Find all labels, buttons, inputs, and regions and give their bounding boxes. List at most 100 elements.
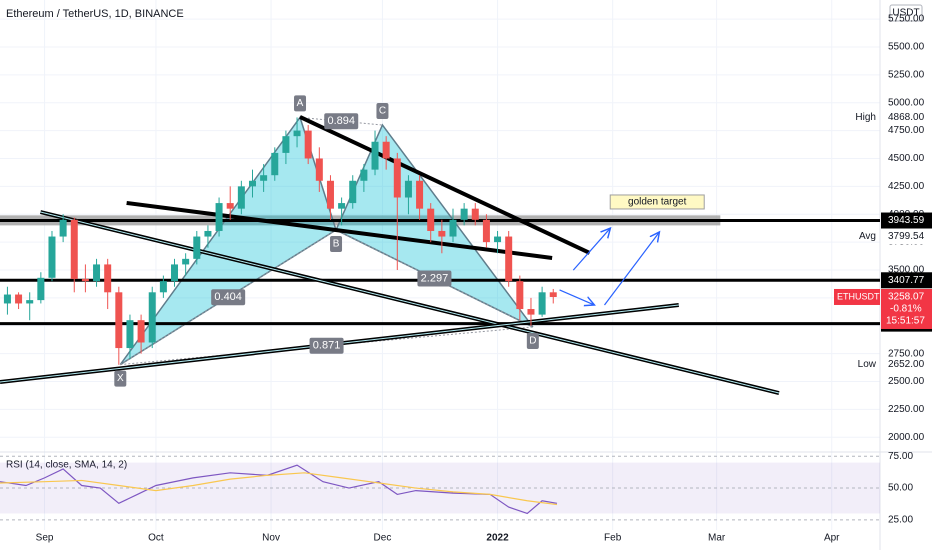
- rsi-line: [0, 472, 558, 506]
- candle-body: [48, 236, 56, 278]
- rsi-title: RSI (14, close, SMA, 14, 2): [6, 460, 127, 471]
- candle-body: [416, 180, 424, 209]
- last-change: -0.81%: [890, 304, 922, 315]
- candle-body: [471, 208, 479, 220]
- pattern-point-tag: [526, 332, 539, 349]
- x-tick-label: Apr: [824, 533, 840, 544]
- candle-body: [159, 281, 167, 293]
- pattern-point-tag: [376, 103, 389, 120]
- candle-body: [404, 180, 412, 198]
- candle-body: [382, 141, 390, 159]
- candle-body: [482, 219, 490, 243]
- y-tick-label: 2250.00: [888, 404, 925, 415]
- stat-name: Avg: [859, 231, 876, 242]
- unit-label: USDT: [892, 8, 919, 19]
- y-tick-label: 5750.00: [888, 14, 925, 25]
- y-tick-label: 2000.00: [888, 432, 925, 443]
- x-tick-label: Oct: [148, 533, 164, 544]
- candle-body: [538, 292, 546, 315]
- stat-name: High: [855, 112, 876, 123]
- ratio-label: 0.404: [214, 291, 242, 303]
- y-tick-label: 4750.00: [888, 125, 925, 136]
- candle-body: [505, 236, 513, 282]
- annotation-box: [609, 194, 705, 210]
- y-tick-label: 3500.00: [888, 265, 925, 276]
- candle-body: [338, 203, 346, 209]
- pattern-point-tag: [294, 95, 307, 112]
- x-tick-label: 2022: [486, 533, 509, 544]
- y-tick-label: 4250.00: [888, 181, 925, 192]
- target-arrow: [559, 289, 595, 305]
- candle-body: [59, 219, 67, 237]
- candle-body: [81, 278, 89, 282]
- x-tick-label: Sep: [36, 533, 54, 544]
- candle-body: [126, 320, 134, 349]
- pattern-point-label: A: [297, 98, 304, 109]
- candle-body: [282, 136, 290, 153]
- candle-body: [549, 292, 557, 297]
- stat-label: 4868.00: [888, 112, 925, 123]
- last-countdown: 15:51:57: [886, 316, 925, 327]
- candle-body: [193, 236, 201, 259]
- candle-body: [293, 130, 301, 137]
- candle-body: [427, 208, 435, 231]
- rsi-line: [0, 464, 558, 515]
- trend-line-inner: [40, 211, 780, 394]
- target-arrow: [604, 232, 659, 306]
- x-tick-label: Nov: [262, 533, 280, 544]
- x-tick-label: Feb: [604, 533, 622, 544]
- candle-body: [3, 294, 11, 304]
- ratio-tag: [309, 337, 344, 354]
- candle-body: [237, 186, 245, 209]
- stat-tag: [881, 356, 932, 373]
- candle-body: [226, 203, 234, 209]
- y-tick-label: 4500.00: [888, 153, 925, 164]
- candle-body: [304, 130, 312, 159]
- last-name-tag: [834, 288, 880, 305]
- y-tick-label: 5000.00: [888, 97, 925, 108]
- last-price-tag: [881, 288, 932, 329]
- candle-body: [215, 203, 223, 231]
- candle-body: [393, 158, 401, 198]
- target-arrow: [572, 228, 610, 271]
- ratio-line: [120, 326, 533, 366]
- pattern-point-label: X: [117, 373, 124, 384]
- level-tag: [881, 212, 932, 229]
- ratio-tag: [211, 289, 246, 306]
- candle-body: [26, 300, 34, 304]
- trend-line: [299, 115, 591, 255]
- y-tick-label: 5500.00: [888, 42, 925, 53]
- rsi-tick-label: 50.00: [888, 483, 913, 494]
- ratio-label: 0.894: [327, 115, 355, 127]
- level-label: 3407.77: [888, 275, 925, 286]
- ratio-tag: [324, 113, 359, 130]
- candle-body: [182, 258, 190, 265]
- y-tick-label: 2750.00: [888, 348, 925, 359]
- candle-body: [248, 180, 256, 187]
- y-tick-label: 2500.00: [888, 376, 925, 387]
- pattern-point-tag: [114, 370, 127, 387]
- pattern-point-tag: [330, 235, 343, 252]
- stat-name: Low: [858, 359, 877, 370]
- chart-title: Ethereum / TetherUS, 1D, BINANCE: [6, 8, 184, 20]
- level-tag: [881, 272, 932, 289]
- candle-body: [271, 152, 279, 176]
- pattern-point-label: D: [529, 336, 536, 347]
- candle-body: [326, 180, 334, 209]
- pattern-point-label: C: [379, 106, 386, 117]
- candle-body: [115, 292, 123, 349]
- candle-body: [460, 208, 468, 220]
- candle-body: [516, 281, 524, 310]
- candle-body: [70, 219, 78, 279]
- ratio-label: 0.871: [313, 340, 341, 352]
- ratio-tag: [417, 270, 452, 287]
- candle-body: [137, 320, 145, 343]
- x-tick-label: Mar: [708, 533, 726, 544]
- candle-body: [494, 236, 502, 243]
- candle-body: [371, 141, 379, 170]
- candle-body: [93, 264, 101, 282]
- candle-body: [37, 277, 45, 301]
- candle-body: [438, 230, 446, 237]
